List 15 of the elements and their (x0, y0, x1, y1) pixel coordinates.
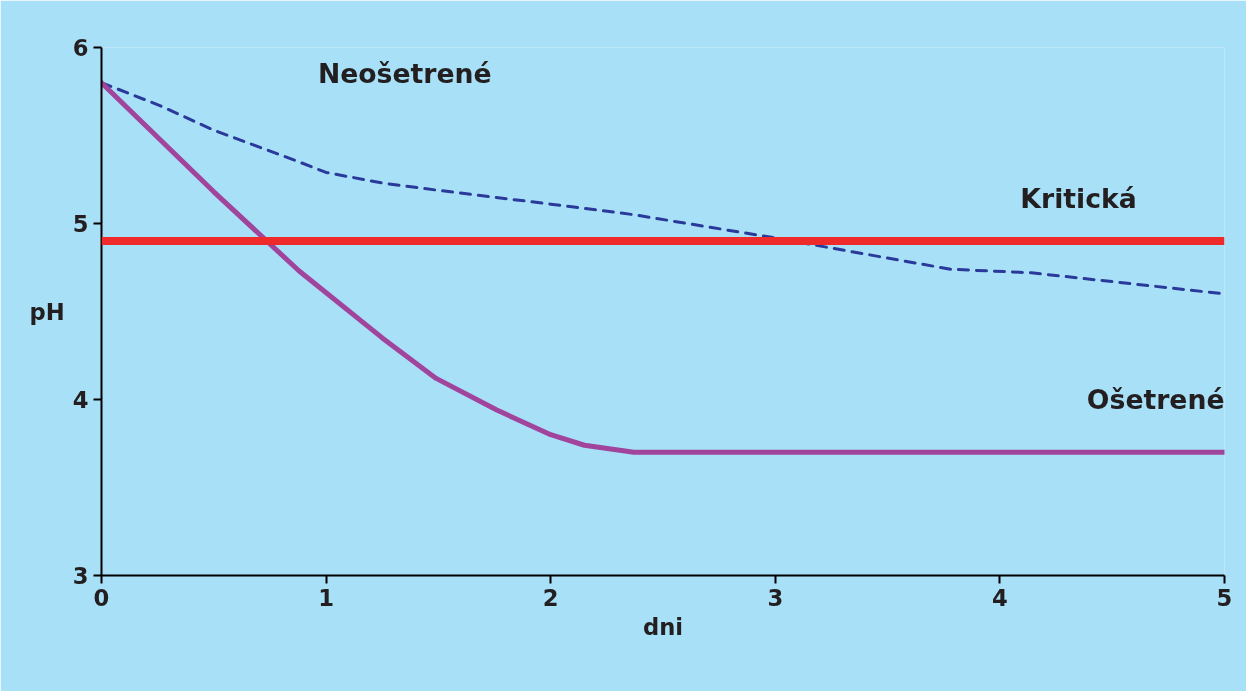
x-tick-label: 2 (542, 584, 559, 611)
y-tick-label: 6 (72, 35, 89, 61)
text: Neošetrené (317, 58, 492, 90)
x-tick-label: 5 (1216, 584, 1233, 611)
series-label: Ošetrené (1086, 384, 1225, 415)
x-tick-label: 3 (767, 584, 784, 611)
x-tick-label: 4 (992, 584, 1008, 611)
x-tick-label: 1 (318, 584, 334, 611)
x-axis-title: dni (642, 613, 684, 640)
y-tick-label: 5 (72, 211, 89, 237)
ref-line-label: Kritická (1020, 183, 1137, 215)
y-tick-label: 4 (72, 387, 89, 413)
y-tick-label: 3 (72, 563, 89, 589)
x-tick-label: 0 (93, 584, 110, 611)
y-axis-title: pH (29, 298, 65, 325)
